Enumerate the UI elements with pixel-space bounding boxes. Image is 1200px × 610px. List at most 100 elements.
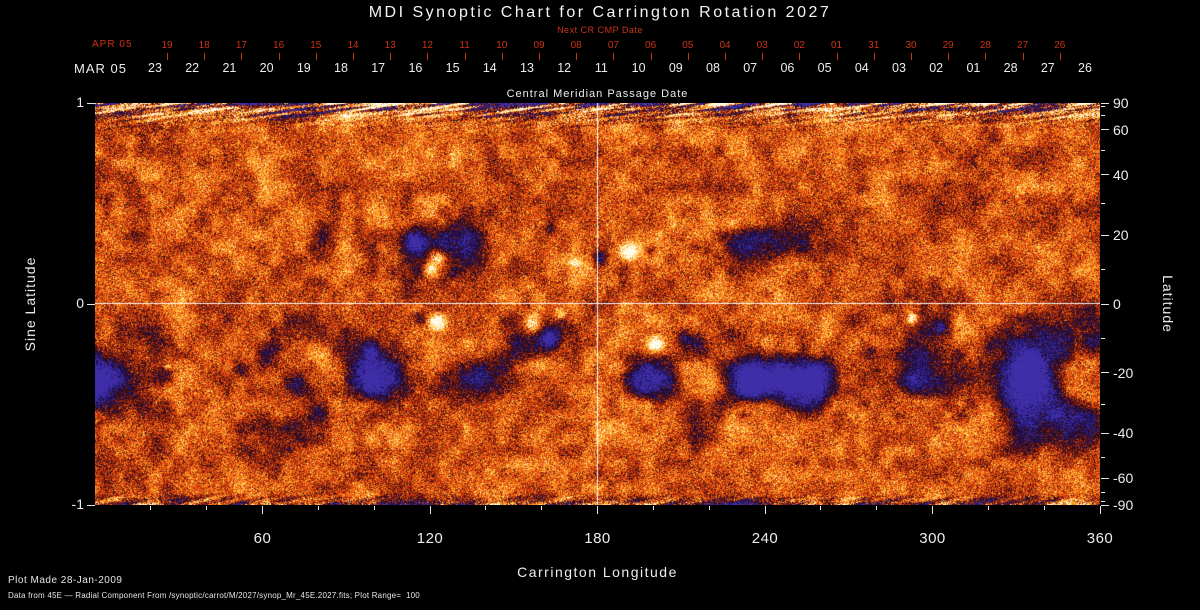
right-axis-tick-label: -20 (1113, 364, 1134, 381)
right-axis-minor-tick (1101, 457, 1105, 459)
right-axis-tick (1101, 234, 1109, 236)
cmp-date-white-label: 05 (817, 61, 832, 75)
cmp-axis-title: Central Meridian Passage Date (506, 88, 689, 100)
right-axis-minor-tick (1101, 492, 1105, 494)
right-axis-tick (1101, 174, 1109, 176)
right-axis-tick (1101, 504, 1109, 506)
cmp-date-red-label: 11 (459, 40, 470, 51)
cmp-date-white-label: 16 (408, 61, 423, 75)
left-axis-tick-label: -1 (71, 496, 84, 512)
bottom-axis-tick-label: 300 (919, 530, 946, 547)
chart-title: MDI Synoptic Chart for Carrington Rotati… (368, 4, 832, 21)
bottom-axis-tick (597, 506, 598, 514)
bottom-axis-minor-tick (876, 506, 878, 510)
cmp-date-red-label: 18 (198, 40, 210, 51)
right-axis-tick (1101, 102, 1109, 104)
cmp-date-red-label: 27 (1017, 40, 1029, 51)
cmp-date-white-label: 10 (631, 61, 646, 75)
cmp-date-red-label: 17 (235, 40, 247, 51)
cmp-date-tick (539, 53, 540, 60)
cmp-date-red-label: 19 (161, 40, 173, 51)
cmp-date-white-label: 11 (594, 61, 608, 75)
cmp-date-tick (799, 53, 801, 60)
bottom-axis-minor-tick (373, 506, 375, 510)
cmp-date-tick (948, 53, 950, 60)
cmp-date-white-label: 07 (743, 61, 758, 75)
cmp-date-red-label: 05 (682, 40, 694, 51)
cmp-date-red-label: 30 (905, 40, 917, 51)
right-axis-tick-label: 90 (1113, 95, 1129, 111)
cmp-date-white-label: 14 (482, 61, 497, 75)
bottom-axis-minor-tick (652, 506, 654, 510)
cmp-date-white-label: 01 (966, 61, 981, 75)
cmp-date-tick (501, 53, 503, 60)
bottom-axis-tick-label: 240 (751, 530, 779, 547)
cmp-date-tick (464, 53, 466, 60)
right-axis-minor-tick (1101, 203, 1105, 204)
cmp-date-white-label: 20 (259, 61, 274, 75)
cmp-date-red-label: 07 (607, 40, 619, 51)
right-axis-tick-label: 40 (1113, 166, 1129, 183)
cmp-date-white-label: 19 (296, 61, 311, 75)
cmp-date-red-label: 13 (384, 40, 396, 51)
cmp-date-red-label: 02 (793, 40, 805, 51)
cmp-date-tick (650, 53, 652, 60)
cmp-date-white-label: 23 (148, 61, 162, 75)
left-axis-tick-label: 0 (76, 295, 84, 311)
cmp-date-white-label: 02 (929, 61, 944, 75)
cmp-date-red-label: 28 (979, 40, 991, 51)
cmp-date-white-label: 27 (1040, 61, 1055, 75)
left-axis-tick-label: 1 (76, 94, 84, 110)
right-axis-tick-label: -90 (1113, 497, 1134, 513)
left-axis-title: Sine Latitude (22, 256, 38, 352)
right-axis-tick-label: 0 (1113, 296, 1121, 312)
cmp-date-tick (762, 53, 764, 60)
cmp-date-tick (576, 53, 578, 60)
right-axis-minor-tick (1101, 268, 1105, 270)
cmp-date-tick (613, 53, 615, 60)
bottom-axis-minor-tick (820, 506, 822, 510)
cmp-date-red-label: 15 (310, 40, 322, 51)
cmp-date-red-label: 06 (645, 40, 657, 51)
cmp-date-white-label: 08 (706, 61, 720, 75)
right-axis-tick-label: 20 (1113, 227, 1129, 244)
cmp-date-white-label: 18 (334, 61, 348, 75)
cmp-date-red-label: 26 (1054, 40, 1066, 51)
cmp-date-tick (390, 53, 392, 60)
cmp-date-tick (353, 53, 354, 60)
cmp-date-white-label: 03 (892, 61, 906, 75)
data-source-note: Data from 45E — Radial Component From /s… (8, 591, 420, 600)
left-axis-tick (87, 504, 95, 506)
cmp-date-white-label: 26 (1078, 61, 1092, 75)
bottom-axis-minor-tick (708, 506, 710, 510)
cmp-date-white-label: 13 (520, 61, 534, 75)
right-axis-title: Latitude (1160, 275, 1176, 333)
cmp-date-red-label: 16 (273, 40, 285, 51)
cmp-date-white-label: 12 (557, 61, 572, 75)
cmp-date-tick (241, 53, 243, 60)
bottom-axis-tick (262, 506, 263, 514)
cmp-date-tick (315, 53, 317, 60)
cmp-date-white-label: 21 (222, 61, 237, 75)
cmp-date-tick (725, 53, 726, 60)
right-axis-minor-tick (1101, 404, 1105, 405)
white-month-label: MAR 05 (74, 61, 127, 76)
right-axis-minor-tick (1101, 105, 1105, 107)
right-axis-tick (1101, 372, 1109, 374)
bottom-axis-tick (429, 506, 431, 514)
bottom-axis-tick-label: 180 (584, 530, 611, 547)
cmp-date-tick (167, 53, 168, 60)
cmp-date-white-label: 28 (1003, 61, 1018, 75)
cmp-date-red-label: 29 (942, 40, 954, 51)
cmp-date-tick (204, 53, 206, 60)
bottom-axis-minor-tick (541, 506, 543, 510)
bottom-axis-minor-tick (317, 506, 319, 510)
right-axis-minor-tick (1101, 114, 1105, 116)
bottom-axis-minor-tick (206, 506, 208, 510)
red-month-label: APR 05 (92, 39, 133, 50)
plot-made-note: Plot Made 28-Jan-2009 (8, 575, 123, 586)
next-cr-cmp-date-label: Next CR CMP Date (557, 25, 643, 35)
bottom-axis-tick (764, 506, 766, 514)
cmp-date-tick (985, 53, 987, 60)
